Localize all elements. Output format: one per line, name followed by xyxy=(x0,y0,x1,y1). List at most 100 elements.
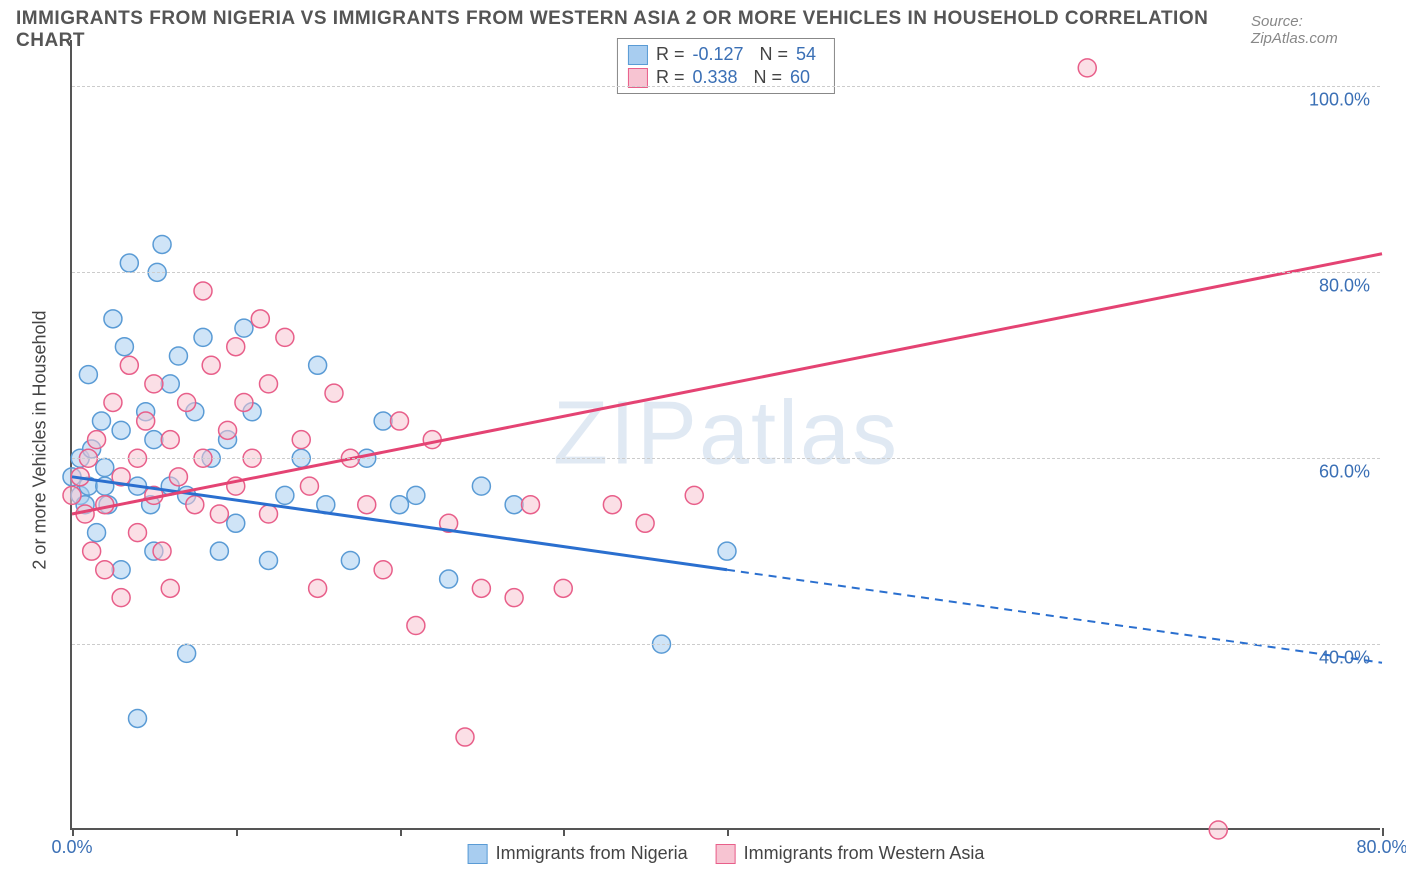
data-point xyxy=(83,542,101,560)
data-point xyxy=(251,310,269,328)
xtick xyxy=(727,828,729,836)
data-point xyxy=(472,477,490,495)
data-point xyxy=(210,542,228,560)
data-point xyxy=(456,728,474,746)
data-point xyxy=(341,551,359,569)
data-point xyxy=(153,542,171,560)
data-point xyxy=(104,393,122,411)
ytick-label: 100.0% xyxy=(1309,90,1370,111)
xtick xyxy=(72,828,74,836)
xtick xyxy=(1382,828,1384,836)
data-point xyxy=(178,393,196,411)
data-point xyxy=(1209,821,1227,839)
legend-item: Immigrants from Western Asia xyxy=(716,843,985,864)
data-point xyxy=(325,384,343,402)
data-point xyxy=(145,375,163,393)
data-point xyxy=(235,319,253,337)
data-point xyxy=(235,393,253,411)
data-point xyxy=(79,366,97,384)
stats-row: R = -0.127 N = 54 xyxy=(628,43,824,66)
data-point xyxy=(1078,59,1096,77)
data-point xyxy=(505,589,523,607)
ytick-label: 40.0% xyxy=(1319,648,1370,669)
data-point xyxy=(522,496,540,514)
data-point xyxy=(358,496,376,514)
data-point xyxy=(407,486,425,504)
gridline xyxy=(72,86,1380,87)
data-point xyxy=(169,468,187,486)
data-point xyxy=(161,431,179,449)
data-point xyxy=(178,644,196,662)
data-point xyxy=(391,496,409,514)
data-point xyxy=(161,375,179,393)
data-point xyxy=(227,338,245,356)
plot-area: ZIPatlas R =-0.127N =54R =0.338N =60 Imm… xyxy=(70,40,1380,830)
legend-swatch xyxy=(628,68,648,88)
bottom-legend: Immigrants from NigeriaImmigrants from W… xyxy=(468,843,985,864)
data-point xyxy=(96,459,114,477)
data-point xyxy=(309,579,327,597)
data-point xyxy=(153,235,171,253)
data-point xyxy=(276,486,294,504)
data-point xyxy=(276,328,294,346)
n-value: 60 xyxy=(790,67,810,88)
data-point xyxy=(260,551,278,569)
data-point xyxy=(636,514,654,532)
legend-label: Immigrants from Western Asia xyxy=(744,843,985,864)
data-point xyxy=(603,496,621,514)
data-point xyxy=(169,347,187,365)
data-point xyxy=(112,561,130,579)
r-label: R = xyxy=(656,44,685,65)
chart-container: 2 or more Vehicles in Household ZIPatlas… xyxy=(48,40,1388,840)
data-point xyxy=(423,431,441,449)
gridline xyxy=(72,272,1380,273)
ytick-label: 60.0% xyxy=(1319,462,1370,483)
data-point xyxy=(63,486,81,504)
data-point xyxy=(300,477,318,495)
ytick-label: 80.0% xyxy=(1319,276,1370,297)
n-label: N = xyxy=(760,44,789,65)
xtick xyxy=(236,828,238,836)
data-point xyxy=(92,412,110,430)
data-point xyxy=(161,579,179,597)
xtick xyxy=(563,828,565,836)
data-point xyxy=(227,514,245,532)
xtick xyxy=(400,828,402,836)
data-point xyxy=(129,524,147,542)
data-point xyxy=(407,617,425,635)
data-point xyxy=(210,505,228,523)
r-value: 0.338 xyxy=(692,67,737,88)
data-point xyxy=(194,328,212,346)
n-value: 54 xyxy=(796,44,816,65)
data-point xyxy=(260,505,278,523)
data-point xyxy=(374,412,392,430)
legend-swatch xyxy=(716,844,736,864)
data-point xyxy=(391,412,409,430)
data-point xyxy=(120,254,138,272)
data-point xyxy=(440,570,458,588)
data-point xyxy=(104,310,122,328)
gridline xyxy=(72,458,1380,459)
xtick-label: 0.0% xyxy=(51,837,92,858)
data-point xyxy=(96,561,114,579)
data-point xyxy=(88,524,106,542)
data-point xyxy=(685,486,703,504)
data-point xyxy=(145,431,163,449)
legend-swatch xyxy=(628,45,648,65)
data-point xyxy=(309,356,327,374)
n-label: N = xyxy=(754,67,783,88)
data-point xyxy=(186,496,204,514)
trend-line-extrapolated xyxy=(727,570,1382,663)
data-point xyxy=(718,542,736,560)
r-label: R = xyxy=(656,67,685,88)
data-point xyxy=(194,282,212,300)
data-point xyxy=(505,496,523,514)
data-point xyxy=(112,589,130,607)
data-point xyxy=(88,431,106,449)
r-value: -0.127 xyxy=(692,44,743,65)
data-point xyxy=(115,338,133,356)
data-point xyxy=(472,579,490,597)
xtick-label: 80.0% xyxy=(1356,837,1406,858)
data-point xyxy=(112,421,130,439)
data-point xyxy=(120,356,138,374)
